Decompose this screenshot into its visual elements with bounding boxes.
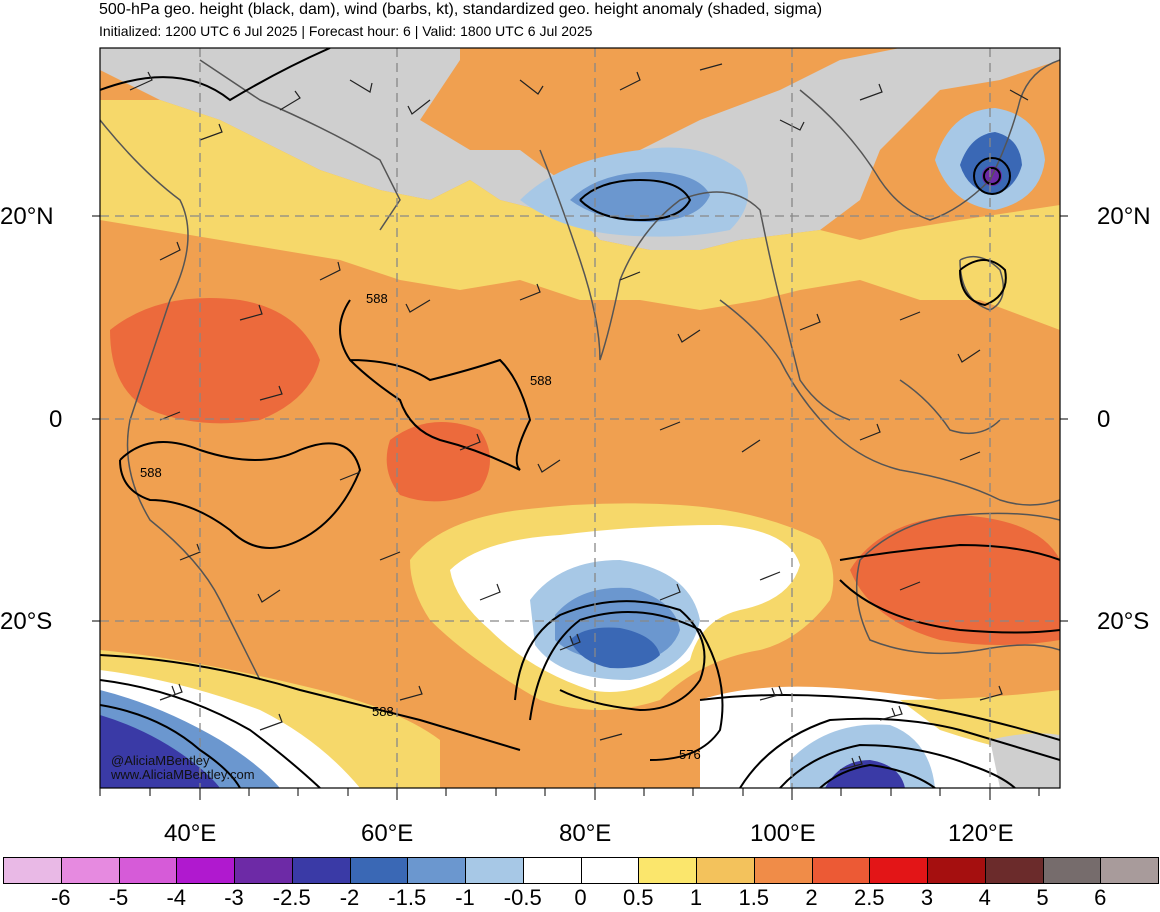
lat-label-left-eq: 0 <box>49 406 63 433</box>
colorbar-swatch <box>581 857 640 884</box>
wind-barbs <box>129 63 1029 771</box>
anomaly-gray-southeast <box>990 733 1060 788</box>
anomaly-blue-southeast <box>790 724 935 788</box>
colorbar-swatch <box>928 857 986 884</box>
colorbar-tick-label: 2 <box>805 885 818 910</box>
tick-marks <box>92 215 1068 800</box>
colorbar-swatch <box>1101 857 1159 884</box>
lon-label-60e: 60°E <box>361 820 414 847</box>
weather-map: 588 588 588 588 576 <box>92 47 1068 800</box>
colorbar-tick-label: -2.5 <box>272 885 311 910</box>
colorbar-swatch <box>754 857 813 884</box>
colorbar-swatch <box>812 857 871 884</box>
anomaly-gray-north <box>100 48 1060 250</box>
colorbar-swatch <box>292 857 351 884</box>
lon-label-80e: 80°E <box>559 820 612 847</box>
colorbar-swatch <box>235 857 293 884</box>
lat-label-left-20n: 20°N <box>0 203 54 230</box>
figure-title: 500-hPa geo. height (black, dam), wind (… <box>99 1 823 18</box>
anomaly-blue-low-core <box>570 627 660 669</box>
colorbar-tick-label: 2.5 <box>853 885 885 910</box>
lat-label-right-20s: 20°S <box>1097 608 1150 635</box>
lat-label-right-20n: 20°N <box>1097 203 1151 230</box>
colorbar-swatch <box>985 857 1044 884</box>
colorbar-tick-label: 1 <box>689 885 703 910</box>
colorbar-swatch <box>350 857 409 884</box>
anomaly-blue-taiwan-core <box>960 132 1022 195</box>
colorbar-tick-label: -4 <box>166 885 187 910</box>
contour-label: 588 <box>530 373 552 388</box>
colorbar-swatch <box>408 857 466 884</box>
colorbar-swatch <box>697 857 755 884</box>
colorbar-swatch <box>870 857 928 884</box>
credit-site: www.AliciaMBentley.com <box>111 767 255 782</box>
contour-label: 588 <box>140 465 162 480</box>
anomaly-yellow-north <box>100 100 1060 330</box>
colorbar-swatch <box>466 857 524 884</box>
map-border <box>99 47 1061 789</box>
contour-label-group: 588 588 588 588 576 <box>140 291 701 762</box>
colorbar-tick-label: 0 <box>574 885 587 910</box>
colorbar-tick-label: -0.5 <box>503 885 542 910</box>
height-contours <box>100 48 1060 788</box>
contour-label: 588 <box>366 291 388 306</box>
colorbar-tick-label: -1 <box>455 885 475 910</box>
colorbar-tick-label: -3 <box>224 885 244 910</box>
colorbar-tick-label: -1.5 <box>388 885 427 910</box>
lat-label-right-eq: 0 <box>1097 406 1111 433</box>
colorbar-tick-label: 1.5 <box>738 885 770 910</box>
colorbar-tick-label: 5 <box>1036 885 1049 910</box>
colorbar-swatch <box>4 857 62 884</box>
colorbar-swatch <box>119 857 178 884</box>
figure-subtitle: Initialized: 1200 UTC 6 Jul 2025 | Forec… <box>99 23 593 39</box>
colorbar-tick-label: -2 <box>339 885 360 910</box>
colorbar-tick-label: 3 <box>920 885 934 910</box>
colorbar-tick-label: -5 <box>108 885 129 910</box>
colorbar-swatch <box>177 857 235 884</box>
colorbar-swatch <box>639 857 697 884</box>
graticule <box>100 48 1060 788</box>
colorbar-swatch <box>1043 857 1102 884</box>
anomaly-darkorange-west <box>110 298 320 424</box>
contour-label: 576 <box>679 747 701 762</box>
lat-label-left-20s: 20°S <box>0 608 53 635</box>
colorbar-swatch <box>523 857 582 884</box>
anomaly-darkorange-center <box>386 422 490 502</box>
lon-label-100e: 100°E <box>750 820 816 847</box>
colorbar-tick-label: -6 <box>50 885 71 910</box>
anomaly-darkblue-southwest <box>100 715 220 788</box>
coastlines <box>100 59 1060 681</box>
lon-label-120e: 120°E <box>948 820 1014 847</box>
colorbar-tick-label: 0.5 <box>622 885 654 910</box>
colorbar-tick-label: 4 <box>978 885 991 910</box>
lon-label-40e: 40°E <box>164 820 217 847</box>
credit-handle: @AliciaMBentley <box>111 753 210 768</box>
colorbar-tick-label: 6 <box>1094 885 1107 910</box>
colorbar <box>3 857 1159 884</box>
colorbar-swatch <box>61 857 120 884</box>
contour-label: 588 <box>372 704 394 719</box>
